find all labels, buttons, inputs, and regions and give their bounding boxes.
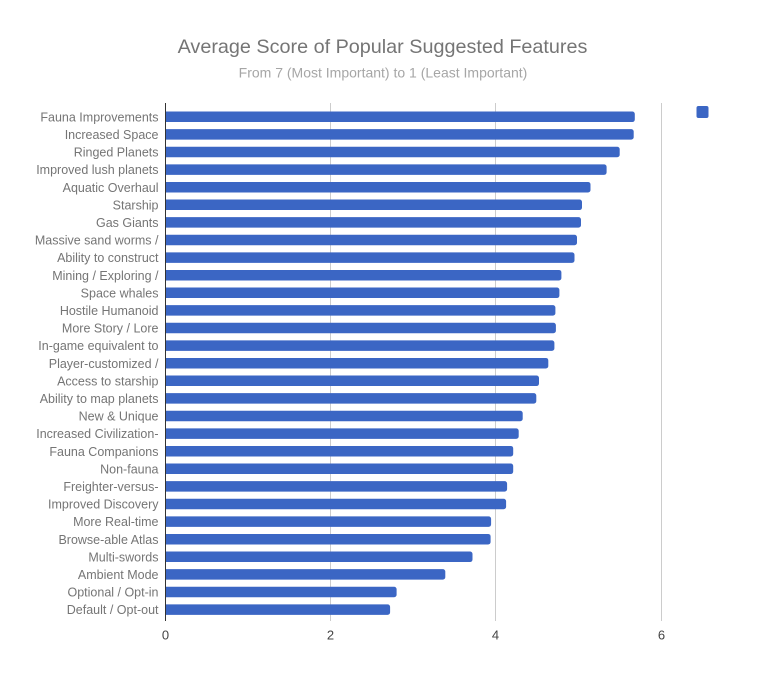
svg-text:Browse-able Atlas: Browse-able Atlas: [58, 533, 158, 547]
svg-text:Ability to construct: Ability to construct: [57, 251, 159, 265]
svg-text:Improved Discovery: Improved Discovery: [48, 498, 159, 512]
svg-text:Massive sand worms /: Massive sand worms /: [35, 234, 159, 248]
svg-text:Default / Opt-out: Default / Opt-out: [67, 603, 159, 617]
svg-text:Mining / Exploring /: Mining / Exploring /: [52, 269, 159, 283]
svg-text:Starship: Starship: [113, 198, 159, 212]
svg-text:Gas Giants: Gas Giants: [96, 216, 159, 230]
svg-text:Increased Civilization-: Increased Civilization-: [36, 427, 158, 441]
svg-text:0: 0: [162, 628, 169, 643]
svg-text:Ringed Planets: Ringed Planets: [74, 146, 159, 160]
svg-text:Freighter-versus-: Freighter-versus-: [63, 480, 158, 494]
svg-text:Ambient Mode: Ambient Mode: [78, 568, 159, 582]
svg-text:Average Score of Popular Sugge: Average Score of Popular Suggested Featu…: [178, 36, 588, 58]
svg-text:Non-fauna: Non-fauna: [100, 462, 158, 476]
svg-text:4: 4: [492, 628, 499, 643]
svg-text:More Story / Lore: More Story / Lore: [62, 322, 159, 336]
svg-text:In-game equivalent to: In-game equivalent to: [38, 339, 158, 353]
svg-text:Ability to map planets: Ability to map planets: [40, 392, 159, 406]
svg-text:Hostile Humanoid: Hostile Humanoid: [60, 304, 159, 318]
svg-text:Aquatic Overhaul: Aquatic Overhaul: [63, 181, 159, 195]
svg-text:New & Unique: New & Unique: [79, 410, 159, 424]
svg-text:Increased Space: Increased Space: [65, 128, 159, 142]
svg-text:From 7 (Most Important) to 1 (: From 7 (Most Important) to 1 (Least Impo…: [239, 65, 528, 81]
svg-text:2: 2: [327, 628, 334, 643]
svg-text:Fauna Improvements: Fauna Improvements: [40, 110, 158, 124]
svg-text:Fauna Companions: Fauna Companions: [49, 445, 158, 459]
svg-text:More Real-time: More Real-time: [73, 515, 158, 529]
svg-text:Optional / Opt-in: Optional / Opt-in: [67, 586, 158, 600]
svg-text:6: 6: [658, 628, 665, 643]
svg-text:Access to starship: Access to starship: [57, 374, 158, 388]
svg-text:Improved lush planets: Improved lush planets: [36, 163, 158, 177]
svg-text:Multi-swords: Multi-swords: [88, 550, 158, 564]
svg-text:Space whales: Space whales: [81, 286, 159, 300]
svg-text:Player-customized /: Player-customized /: [49, 357, 159, 371]
